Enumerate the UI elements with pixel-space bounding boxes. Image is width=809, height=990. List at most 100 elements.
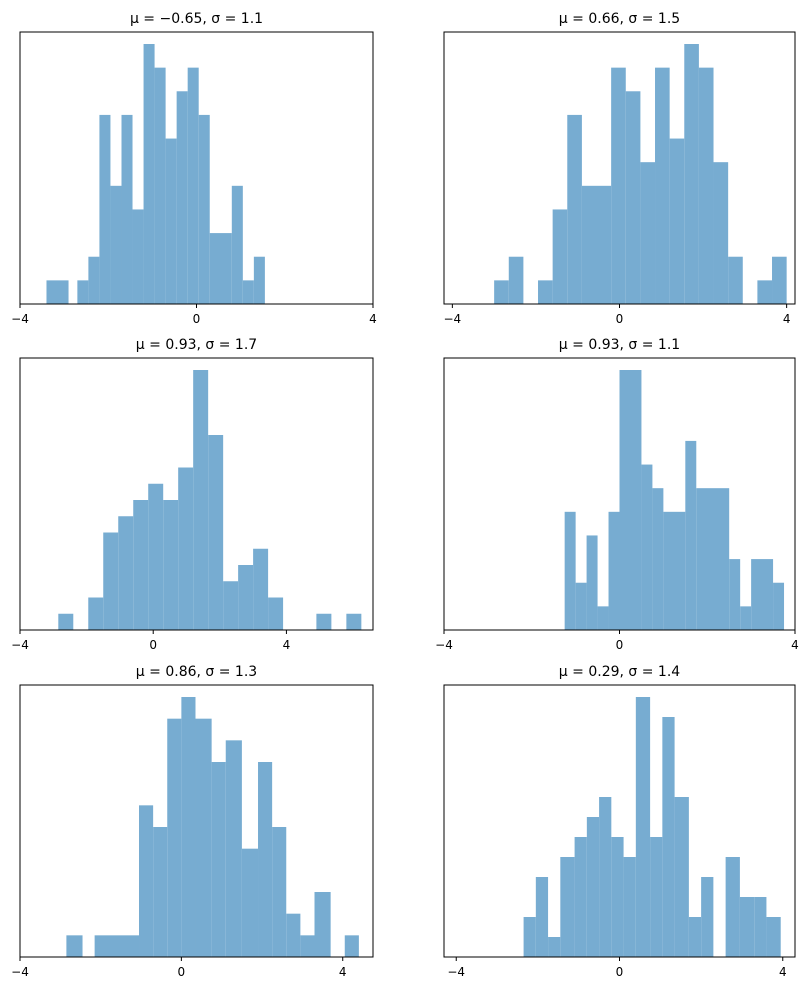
panel-title: μ = −0.65, σ = 1.1 (130, 11, 263, 27)
axes-frame (19, 684, 374, 958)
histogram-bar (608, 511, 620, 630)
histogram-bar (684, 44, 699, 304)
histogram-bar (567, 114, 582, 304)
histogram-bar (740, 606, 752, 630)
histogram-bar (110, 185, 122, 304)
axes-frame (19, 357, 374, 631)
histogram-bar (751, 559, 774, 630)
histogram-bar (231, 185, 243, 304)
histogram-bar (574, 837, 587, 957)
histogram-bar (258, 762, 273, 957)
histogram-bar (187, 67, 199, 304)
histogram-bar (300, 935, 315, 957)
histogram-bar (46, 280, 69, 304)
histogram-bar (143, 44, 155, 304)
histogram-bar (94, 935, 140, 957)
histogram-bar (623, 857, 636, 957)
histogram-bar (655, 67, 670, 304)
histogram-bar (103, 532, 119, 630)
x-tick-label: −4 (447, 965, 465, 979)
histogram-bar (88, 256, 100, 304)
x-tick-label: 4 (783, 312, 791, 326)
histogram-bar (754, 897, 767, 957)
histogram-bar (725, 857, 740, 957)
histogram-bar (208, 435, 224, 630)
panel-title: μ = 0.86, σ = 1.3 (136, 664, 257, 680)
histogram-bar (508, 256, 524, 304)
histogram-bar (766, 917, 781, 957)
histogram-bar (272, 827, 287, 957)
histogram-bar (619, 370, 642, 630)
x-tick-label: 4 (283, 638, 291, 652)
histogram-bar (581, 185, 612, 304)
histogram-bar (597, 606, 609, 630)
histogram-bar (548, 937, 561, 957)
histogram-bar (685, 440, 697, 630)
histogram-bar (523, 917, 536, 957)
histogram-bar (58, 613, 74, 630)
histogram-bar (635, 697, 651, 957)
histogram-bar (575, 582, 587, 630)
histogram-panel-1: −4 0 4 μ = −0.65, σ = 1.1 (11, 11, 377, 326)
x-tick-label: 0 (149, 638, 157, 652)
histogram-bar (586, 535, 598, 630)
histogram-bar (133, 500, 149, 630)
histogram-panel-6: −4 0 4 μ = 0.29, σ = 1.4 (443, 664, 796, 979)
x-tick-label: −4 (444, 312, 462, 326)
histogram-bar (652, 488, 664, 630)
x-tick-label: 0 (616, 965, 624, 979)
x-tick-label: 0 (193, 312, 201, 326)
histogram-bar (552, 209, 568, 304)
panel-title: μ = 0.66, σ = 1.5 (559, 11, 680, 27)
histogram-panel-5: −4 0 4 μ = 0.86, σ = 1.3 (11, 664, 374, 979)
histogram-bar (242, 280, 254, 304)
x-tick-label: 4 (339, 965, 347, 979)
histogram-bar (535, 877, 549, 957)
histogram-bar (268, 597, 284, 630)
histogram-bar (66, 935, 83, 957)
histogram-bar (167, 718, 182, 957)
histogram-bar (662, 717, 675, 957)
x-tick-label: −4 (11, 638, 29, 652)
histogram-bar (163, 500, 179, 630)
histogram-bar (316, 613, 332, 630)
histogram-bar (729, 559, 741, 630)
histogram-bar (611, 837, 624, 957)
histogram-bar (599, 797, 612, 957)
histogram-bar (728, 256, 743, 304)
histogram-bar (663, 511, 686, 630)
histogram-bar (772, 256, 787, 304)
histogram-bar (757, 280, 773, 304)
x-tick-label: 0 (616, 312, 624, 326)
histogram-bar (650, 837, 663, 957)
histogram-bar (696, 488, 730, 630)
histogram-bar (564, 511, 576, 630)
histogram-bar (198, 114, 210, 304)
histogram-bar (178, 467, 194, 630)
histogram-bar (223, 581, 239, 630)
histogram-bar (193, 370, 209, 630)
panel-title: μ = 0.29, σ = 1.4 (559, 664, 680, 680)
histogram-bar (346, 613, 362, 630)
histogram-bar (494, 280, 509, 304)
histogram-bar (314, 892, 331, 957)
histogram-bar (669, 138, 685, 304)
histogram-bar (625, 91, 641, 305)
histogram-bar (641, 464, 653, 630)
histogram-bar (253, 548, 269, 630)
histogram-bar (118, 516, 134, 630)
histogram-bar (241, 848, 259, 957)
histogram-bar (713, 162, 729, 304)
histogram-bar (640, 162, 656, 304)
histogram-bar (286, 913, 301, 957)
x-tick-label: −4 (435, 638, 453, 652)
histogram-panel-2: −4 0 4 μ = 0.66, σ = 1.5 (443, 11, 796, 326)
histogram-bar (139, 805, 154, 957)
x-tick-label: 4 (791, 638, 799, 652)
histogram-bar (211, 762, 226, 957)
histogram-bar (538, 280, 553, 304)
histogram-bar (153, 827, 168, 957)
histogram-bar (154, 67, 166, 304)
histogram-bar (121, 114, 133, 304)
